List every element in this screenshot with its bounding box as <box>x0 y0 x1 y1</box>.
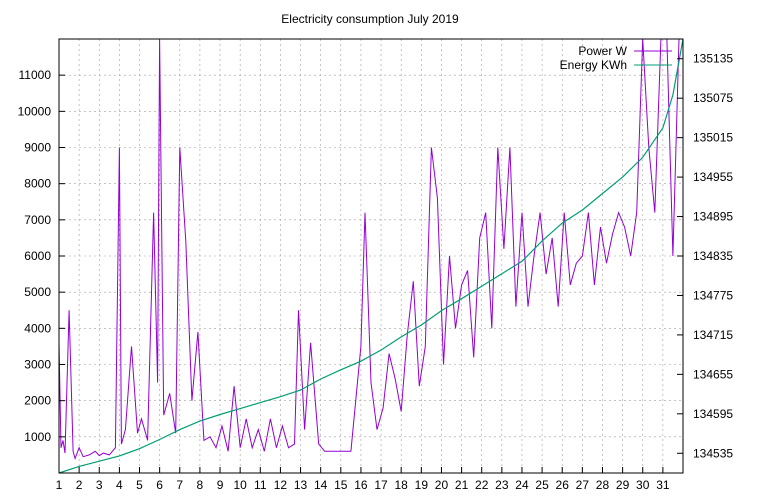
y2-tick-label: 135015 <box>693 131 733 145</box>
x-tick-label: 7 <box>176 478 183 492</box>
y-tick-label: 2000 <box>24 394 51 408</box>
x-tick-label: 21 <box>455 478 469 492</box>
grid-lines <box>59 39 683 473</box>
x-tick-label: 27 <box>576 478 590 492</box>
x-axis-tick-labels: 1 2 3 4 5 6 7 8 9 10 11 12 13 14 15 16 17 18 19 20 21 22 23 24 2… <box>56 478 670 492</box>
x-tick-label: 15 <box>334 478 348 492</box>
x-tick-label: 4 <box>116 478 123 492</box>
x-tick-label: 29 <box>616 478 630 492</box>
y2-tick-label: 135075 <box>693 91 733 105</box>
energy-series <box>58 38 684 474</box>
x-tick-label: 9 <box>217 478 224 492</box>
x-tick-label: 16 <box>354 478 368 492</box>
axis-ticks <box>58 58 683 473</box>
legend-entry-energy: Energy KWh <box>560 58 672 72</box>
y-tick-label: 5000 <box>24 285 51 299</box>
legend-entry-power: Power W <box>578 44 672 58</box>
y2-axis-tick-labels: 134535 134595 134655 134715 134775 134835 1348… <box>693 52 733 461</box>
y-axis-tick-labels: 1000 2000 3000 4000 5000 6000 7000 8000 9000 1000… <box>18 68 52 444</box>
x-tick-label: 31 <box>656 478 670 492</box>
y-tick-label: 1000 <box>24 430 51 444</box>
x-tick-label: 26 <box>556 478 570 492</box>
legend-label-energy: Energy KWh <box>560 58 627 72</box>
x-tick-label: 17 <box>374 478 388 492</box>
x-tick-label: 14 <box>314 478 328 492</box>
y2-tick-label: 134955 <box>693 170 733 184</box>
y-tick-label: 11000 <box>19 68 52 82</box>
chart-title: Electricity consumption July 2019 <box>281 12 459 26</box>
y-tick-label: 4000 <box>24 321 51 335</box>
x-tick-label: 18 <box>395 478 409 492</box>
y2-tick-label: 134835 <box>693 249 733 263</box>
legend-label-power: Power W <box>578 44 627 58</box>
x-tick-label: 6 <box>156 478 163 492</box>
legend: Power W Energy KWh <box>560 44 672 72</box>
y-tick-label: 8000 <box>24 177 51 191</box>
y-tick-label: 7000 <box>24 213 51 227</box>
x-tick-label: 22 <box>475 478 489 492</box>
x-tick-label: 23 <box>495 478 509 492</box>
x-tick-label: 8 <box>197 478 204 492</box>
y2-tick-label: 134715 <box>693 328 733 342</box>
x-tick-label: 30 <box>636 478 650 492</box>
x-tick-label: 2 <box>76 478 83 492</box>
x-tick-label: 20 <box>435 478 449 492</box>
x-tick-label: 13 <box>294 478 308 492</box>
y-tick-label: 9000 <box>24 141 51 155</box>
y2-tick-label: 134895 <box>693 210 733 224</box>
x-tick-label: 1 <box>56 478 63 492</box>
y-tick-label: 6000 <box>24 249 51 263</box>
x-tick-label: 5 <box>136 478 143 492</box>
x-tick-label: 19 <box>415 478 429 492</box>
power-line <box>58 38 680 461</box>
energy-line <box>58 38 684 474</box>
power-series <box>58 38 680 461</box>
x-tick-label: 3 <box>96 478 103 492</box>
y2-tick-label: 134655 <box>693 367 733 381</box>
y-tick-label: 10000 <box>18 104 52 118</box>
y2-tick-label: 134775 <box>693 288 733 302</box>
x-tick-label: 28 <box>596 478 610 492</box>
x-tick-label: 24 <box>515 478 529 492</box>
x-tick-label: 25 <box>535 478 549 492</box>
x-tick-label: 12 <box>274 478 288 492</box>
y-tick-label: 3000 <box>24 358 51 372</box>
x-tick-label: 11 <box>254 478 267 492</box>
x-tick-label: 10 <box>233 478 247 492</box>
y2-tick-label: 135135 <box>693 52 733 66</box>
y2-tick-label: 134535 <box>693 446 733 460</box>
y2-tick-label: 134595 <box>693 407 733 421</box>
